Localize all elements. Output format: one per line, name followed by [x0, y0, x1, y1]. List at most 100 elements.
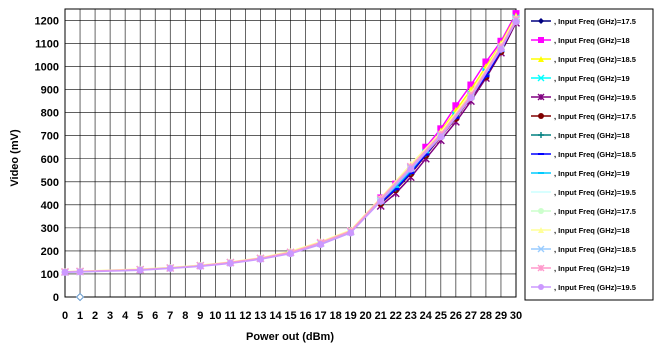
x-tick-label: 28 — [480, 310, 492, 322]
legend-label: , Input Freq (GHz)=17.5 — [554, 17, 636, 26]
legend-entry: , Input Freq (GHz)=19 — [531, 169, 630, 178]
gridlines — [64, 9, 517, 298]
legend-entry: , Input Freq (GHz)=18.5 — [531, 55, 636, 64]
x-tick-label: 19 — [345, 310, 357, 322]
data-point — [317, 240, 325, 248]
x-tick-label: 15 — [284, 310, 296, 322]
x-tick-label: 20 — [360, 310, 372, 322]
data-point — [538, 208, 544, 214]
data-point — [537, 264, 545, 272]
x-tick-label: 16 — [299, 310, 311, 322]
data-point — [497, 45, 505, 53]
legend-entry: , Input Freq (GHz)=19.5 — [531, 188, 636, 197]
x-axis-ticks: 0 1 2 3 4 5 6 7 8 9 10 11 12 13 14 15 16 17 18 19 20 21 22 23 24… — [62, 310, 522, 322]
legend-entry: , Input Freq (GHz)=17.5 — [531, 17, 636, 26]
y-axis-title: Video (mV) — [9, 129, 21, 187]
data-point — [61, 268, 69, 276]
legend-label: , Input Freq (GHz)=17.5 — [554, 112, 636, 121]
data-point — [538, 37, 544, 43]
y-tick-label: 500 — [41, 177, 59, 189]
x-tick-label: 5 — [137, 310, 143, 322]
data-point — [136, 266, 144, 274]
x-tick-label: 4 — [122, 310, 129, 322]
x-tick-label: 9 — [197, 310, 203, 322]
x-tick-label: 23 — [405, 310, 417, 322]
x-tick-label: 10 — [209, 310, 221, 322]
legend-entry: , Input Freq (GHz)=18 — [531, 131, 630, 140]
data-point — [377, 197, 385, 205]
legend-label: , Input Freq (GHz)=18.5 — [554, 245, 636, 254]
legend-label: , Input Freq (GHz)=18 — [554, 226, 630, 235]
series-line — [64, 21, 517, 274]
legend-label: , Input Freq (GHz)=18 — [554, 36, 630, 45]
data-point — [196, 262, 204, 270]
legend-label: , Input Freq (GHz)=17.5 — [554, 207, 636, 216]
x-tick-label: 7 — [167, 310, 173, 322]
x-tick-label: 25 — [435, 310, 447, 322]
data-point — [287, 250, 294, 258]
data-point — [76, 268, 84, 276]
y-tick-label: 900 — [41, 85, 59, 97]
data-point — [538, 284, 544, 290]
data-point — [538, 227, 544, 233]
x-tick-label: 6 — [152, 310, 158, 322]
data-point — [347, 229, 355, 237]
x-tick-label: 27 — [465, 310, 477, 322]
legend-entry: , Input Freq (GHz)=19.5 — [531, 93, 636, 102]
legend-entry: , Input Freq (GHz)=19 — [531, 264, 630, 273]
data-point — [537, 74, 545, 82]
x-axis-title: Power out (dBm) — [246, 331, 334, 343]
x-tick-label: 12 — [239, 310, 251, 322]
legend-label: , Input Freq (GHz)=19.5 — [554, 93, 636, 102]
legend-label: , Input Freq (GHz)=19 — [554, 169, 630, 178]
y-tick-label: 200 — [41, 246, 59, 258]
data-point — [452, 102, 460, 110]
legend-entry: , Input Freq (GHz)=19.5 — [531, 283, 636, 292]
data-point — [166, 264, 174, 272]
legend-entry: , Input Freq (GHz)=18.5 — [531, 150, 636, 159]
legend-entry: , Input Freq (GHz)=19 — [531, 74, 630, 83]
data-point — [422, 143, 430, 151]
y-tick-label: 700 — [41, 131, 59, 143]
y-tick-label: 300 — [41, 223, 59, 235]
data-point — [437, 133, 445, 141]
y-tick-label: 800 — [41, 108, 59, 120]
data-point — [467, 81, 475, 89]
x-tick-label: 3 — [107, 310, 113, 322]
data-point — [467, 94, 475, 102]
x-tick-label: 30 — [510, 310, 522, 322]
x-tick-label: 18 — [329, 310, 341, 322]
y-tick-label: 400 — [41, 200, 59, 212]
legend-entry: , Input Freq (GHz)=17.5 — [531, 207, 636, 216]
data-point — [537, 93, 545, 101]
x-tick-label: 26 — [450, 310, 462, 322]
data-point — [538, 56, 544, 62]
legend: , Input Freq (GHz)=17.5 , Input Freq (GHz… — [524, 8, 654, 301]
data-point — [538, 18, 544, 24]
x-tick-label: 11 — [225, 310, 237, 322]
y-tick-label: 1200 — [35, 16, 59, 28]
legend-label: , Input Freq (GHz)=18.5 — [554, 55, 636, 64]
data-point — [226, 259, 234, 267]
legend-label: , Input Freq (GHz)=18.5 — [554, 150, 636, 159]
legend-label: , Input Freq (GHz)=18 — [554, 131, 630, 140]
x-tick-label: 1 — [77, 310, 83, 322]
y-tick-label: 0 — [53, 292, 59, 304]
legend-entry: , Input Freq (GHz)=18 — [531, 226, 630, 235]
data-point — [75, 292, 85, 302]
data-point — [482, 58, 490, 66]
data-point — [538, 113, 544, 119]
series-14 — [61, 18, 520, 276]
x-tick-label: 2 — [92, 310, 98, 322]
legend-label: , Input Freq (GHz)=19 — [554, 264, 630, 273]
data-point — [538, 132, 544, 138]
x-tick-label: 8 — [182, 310, 188, 322]
legend-entry: , Input Freq (GHz)=18 — [531, 36, 630, 45]
legend-label: , Input Freq (GHz)=19 — [554, 74, 630, 83]
data-point — [256, 255, 264, 263]
data-point — [407, 165, 415, 173]
x-tick-label: 13 — [254, 310, 266, 322]
legend-label: , Input Freq (GHz)=19.5 — [554, 283, 636, 292]
series-layer — [61, 10, 520, 302]
